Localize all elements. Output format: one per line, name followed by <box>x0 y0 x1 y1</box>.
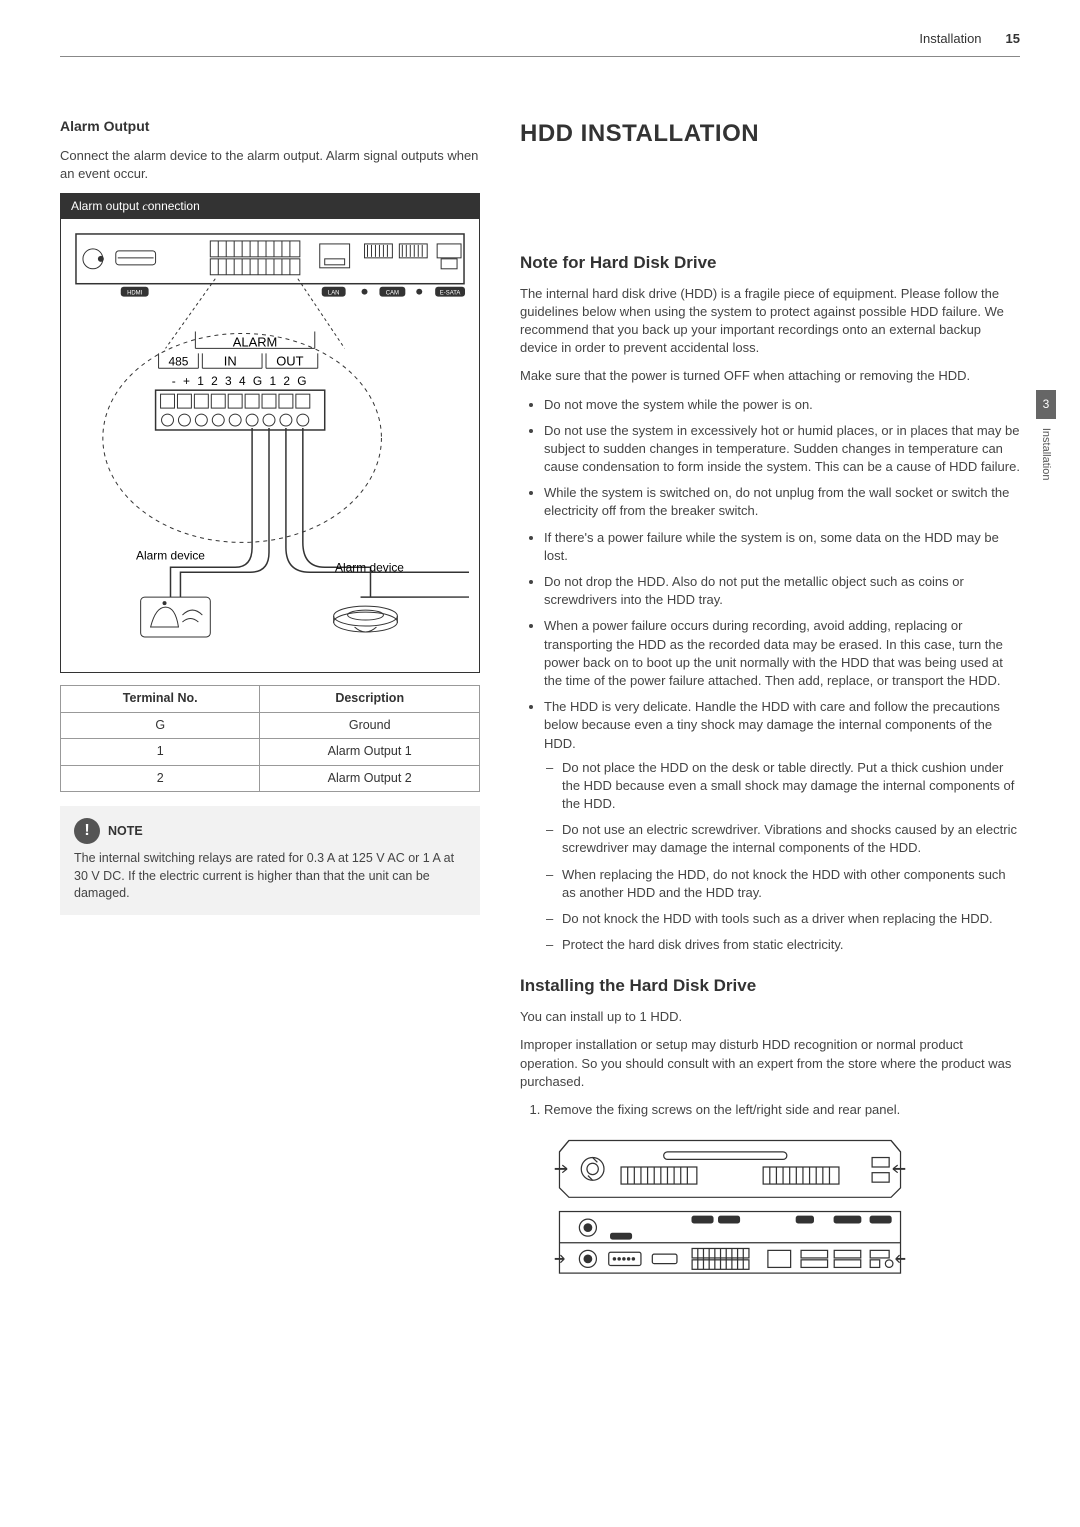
hdd-installation-heading: HDD INSTALLATION <box>520 117 1020 151</box>
svg-text:ALARM: ALARM <box>233 334 278 349</box>
note-icon: ! <box>74 818 100 844</box>
table-row: 2 Alarm Output 2 <box>61 765 480 792</box>
svg-text:485: 485 <box>169 354 189 368</box>
note-hdd-bullets: Do not move the system while the power i… <box>520 396 1020 955</box>
list-item: The HDD is very delicate. Handle the HDD… <box>544 698 1020 954</box>
note-box: ! NOTE The internal switching relays are… <box>60 806 480 915</box>
header-section: Installation <box>919 30 981 48</box>
alarm-diagram-svg: HDMI LAN CAM E-SATA ALARM <box>71 229 469 647</box>
svg-text:E-SATA: E-SATA <box>440 291 461 297</box>
installing-p2: Improper installation or setup may distu… <box>520 1036 1020 1091</box>
table-row: 1 Alarm Output 1 <box>61 739 480 766</box>
list-item: While the system is switched on, do not … <box>544 484 1020 520</box>
side-tab-label: Installation <box>1040 428 1052 481</box>
list-item: Protect the hard disk drives from static… <box>562 936 1020 954</box>
side-tab-number: 3 <box>1036 390 1056 419</box>
alarm-diagram-title: Alarm output connection <box>61 194 479 219</box>
page: 3 Installation Installation 15 Alarm Out… <box>60 30 1020 1288</box>
list-item: Do not place the HDD on the desk or tabl… <box>562 759 1020 814</box>
svg-text:IN: IN <box>224 353 237 368</box>
alarm-output-body: Connect the alarm device to the alarm ou… <box>60 147 480 183</box>
svg-text:Alarm device: Alarm device <box>335 560 404 574</box>
list-item: Do not use an electric screwdriver. Vibr… <box>562 821 1020 857</box>
list-item: Do not use the system in excessively hot… <box>544 422 1020 477</box>
svg-text:OUT: OUT <box>276 353 303 368</box>
table-header-row: Terminal No. Description <box>61 686 480 713</box>
installing-steps: Remove the fixing screws on the left/rig… <box>520 1101 1020 1119</box>
list-item: Do not knock the HDD with tools such as … <box>562 910 1020 928</box>
note-hdd-heading: Note for Hard Disk Drive <box>520 251 1020 275</box>
list-item: Do not move the system while the power i… <box>544 396 1020 414</box>
content-columns: Alarm Output Connect the alarm device to… <box>60 117 1020 1288</box>
page-header: Installation 15 <box>60 30 1020 57</box>
svg-text:Alarm device: Alarm device <box>136 548 205 562</box>
table-col-0: Terminal No. <box>61 686 260 713</box>
step-1: Remove the fixing screws on the left/rig… <box>544 1101 1020 1119</box>
note-hdd-subbullets: Do not place the HDD on the desk or tabl… <box>544 759 1020 955</box>
svg-text:- + 1 2 3 4 G 1 2 G: - + 1 2 3 4 G 1 2 G <box>172 374 309 388</box>
chassis-diagram <box>520 1131 1020 1288</box>
svg-text:LAN: LAN <box>328 291 340 297</box>
alarm-output-heading: Alarm Output <box>60 117 480 137</box>
right-column: HDD INSTALLATION Note for Hard Disk Driv… <box>520 117 1020 1288</box>
header-page-number: 15 <box>1006 30 1020 48</box>
svg-text:HDMI: HDMI <box>127 291 143 297</box>
alarm-diagram: Alarm output connection <box>60 193 480 673</box>
installing-p1: You can install up to 1 HDD. <box>520 1008 1020 1026</box>
terminal-table: Terminal No. Description G Ground 1 Alar… <box>60 685 480 792</box>
list-item: When a power failure occurs during recor… <box>544 617 1020 690</box>
side-tab: 3 Installation <box>1036 390 1056 480</box>
note-heading: ! NOTE <box>74 818 466 844</box>
alarm-diagram-body: HDMI LAN CAM E-SATA ALARM <box>61 219 479 672</box>
note-hdd-intro1: The internal hard disk drive (HDD) is a … <box>520 285 1020 358</box>
note-label: NOTE <box>108 823 143 841</box>
svg-text:CAM: CAM <box>386 291 399 297</box>
chassis-diagram-svg <box>550 1131 910 1283</box>
list-item: Do not drop the HDD. Also do not put the… <box>544 573 1020 609</box>
table-row: G Ground <box>61 712 480 739</box>
left-column: Alarm Output Connect the alarm device to… <box>60 117 480 1288</box>
note-hdd-intro2: Make sure that the power is turned OFF w… <box>520 367 1020 385</box>
note-text: The internal switching relays are rated … <box>74 850 466 903</box>
installing-heading: Installing the Hard Disk Drive <box>520 974 1020 998</box>
list-item: If there's a power failure while the sys… <box>544 529 1020 565</box>
list-item: When replacing the HDD, do not knock the… <box>562 866 1020 902</box>
table-col-1: Description <box>260 686 480 713</box>
